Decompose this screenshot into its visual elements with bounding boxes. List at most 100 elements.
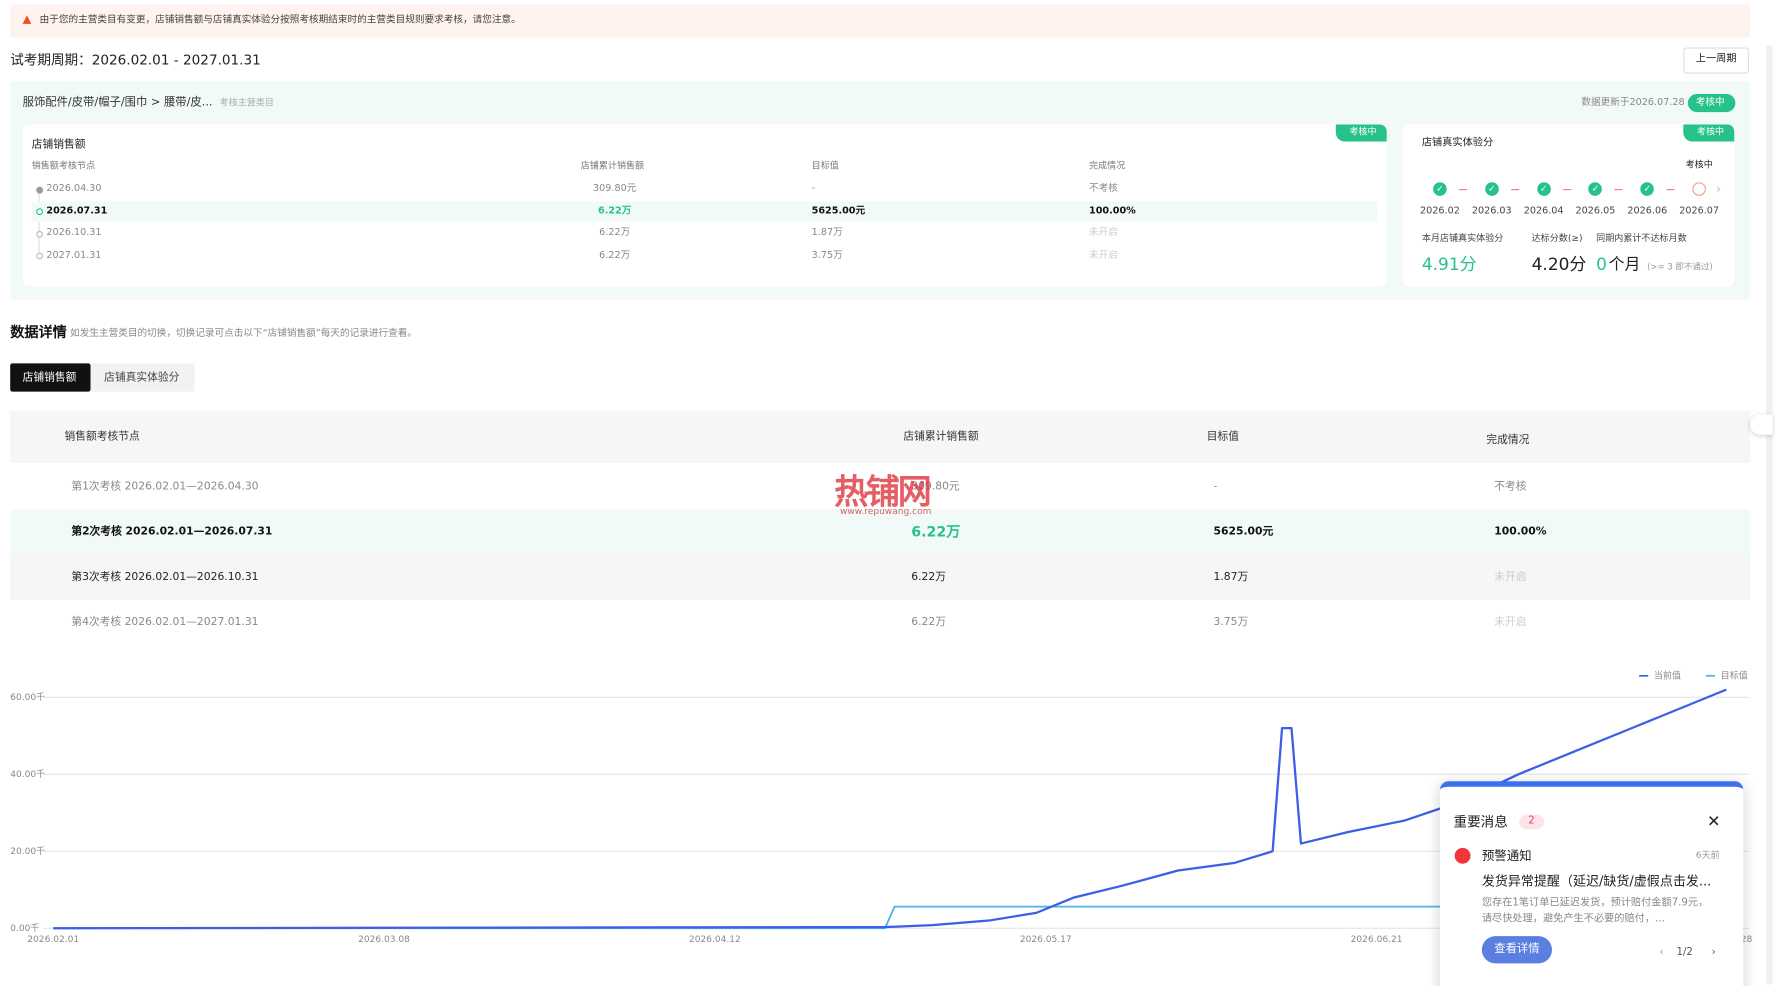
series-line bbox=[53, 688, 1727, 930]
table-cell: 100.00% bbox=[1494, 525, 1547, 538]
sales-cell: 309.80元 bbox=[593, 183, 637, 195]
table-cell: 6.22万 bbox=[911, 570, 946, 584]
prev-period-button[interactable] bbox=[1683, 47, 1749, 74]
table-header-bg bbox=[10, 410, 1751, 463]
metric-value: 0 bbox=[1596, 254, 1607, 275]
month-status-done: ✓ bbox=[1588, 182, 1603, 196]
table-row bbox=[10, 554, 1751, 600]
prev-period-text: 上一周期 bbox=[1695, 53, 1737, 66]
month-label: 2026.07 bbox=[1679, 205, 1720, 218]
month-label: 2026.06 bbox=[1627, 205, 1668, 218]
sales-header: 完成情况 bbox=[1089, 160, 1126, 171]
legend-label: 当前值 bbox=[1654, 669, 1681, 681]
month-label: 2026.05 bbox=[1575, 205, 1616, 218]
table-header: 完成情况 bbox=[1486, 433, 1530, 447]
sales-status-badge bbox=[1335, 124, 1387, 142]
month-status-done: ✓ bbox=[1484, 182, 1499, 196]
y-tick-label: 0.00千 bbox=[10, 923, 39, 934]
month-status-done: ✓ bbox=[1433, 182, 1447, 196]
sales-header: 销售额考核节点 bbox=[31, 160, 96, 171]
x-tick-label: 2026.02.01 bbox=[27, 935, 79, 945]
popup-headline: 发货异常提醒（延迟/缺货/虚假点击发... bbox=[1481, 873, 1712, 889]
status-badge bbox=[1687, 93, 1736, 113]
sales-header: 目标值 bbox=[811, 160, 839, 171]
x-tick-label: 2026.05.17 bbox=[1020, 935, 1072, 945]
scrollbar bbox=[1765, 45, 1773, 985]
pager-prev[interactable]: ‹ bbox=[1659, 946, 1664, 959]
sales-cell: 6.22万 bbox=[599, 227, 631, 239]
float-assistant[interactable] bbox=[1750, 414, 1773, 435]
sales-cell: 6.22万 bbox=[599, 249, 631, 261]
exp-status-text: 考核中 bbox=[1696, 126, 1725, 137]
sales-cell: 3.75万 bbox=[811, 249, 843, 261]
status-text: 考核中 bbox=[1695, 97, 1725, 109]
details-title: 数据详情 bbox=[10, 323, 67, 341]
tab[interactable] bbox=[90, 363, 195, 392]
exp-status-badge bbox=[1683, 124, 1735, 142]
pager-next[interactable]: › bbox=[1711, 946, 1716, 959]
x-tick-label: 2026.03.08 bbox=[358, 935, 410, 945]
timeline-dot bbox=[35, 230, 43, 238]
message-popup: 重要消息 2 ✕ 预警通知 6天前 发货异常提醒（延迟/缺货/虚假点击发... … bbox=[1439, 781, 1744, 986]
x-tick-label: 2026.04.12 bbox=[689, 935, 741, 945]
update-time: 数据更新于2026.07.28 bbox=[1581, 97, 1685, 109]
table-header: 店铺累计销售额 bbox=[903, 430, 979, 443]
sales-cell: 未开启 bbox=[1089, 249, 1118, 261]
sales-cell: 2026.04.30 bbox=[46, 183, 102, 195]
month-status-current bbox=[1692, 182, 1706, 196]
notice-banner bbox=[10, 4, 1751, 38]
month-label: 2026.03 bbox=[1471, 205, 1512, 218]
month-connector bbox=[1562, 188, 1571, 190]
table-cell: 未开启 bbox=[1494, 616, 1527, 629]
legend-label: 目标值 bbox=[1721, 669, 1748, 681]
month-status-done: ✓ bbox=[1640, 182, 1655, 196]
metric-value: 4.91分 bbox=[1421, 254, 1477, 275]
watermark-name: 热铺网 bbox=[834, 473, 931, 513]
table-cell: 不考核 bbox=[1494, 480, 1527, 493]
table-row bbox=[10, 509, 1751, 555]
close-button[interactable]: ✕ bbox=[1707, 812, 1721, 831]
table-cell: 未开启 bbox=[1494, 570, 1527, 584]
metric-label: 同期内累计不达标月数 bbox=[1596, 233, 1687, 244]
y-tick-label: 40.00千 bbox=[10, 769, 45, 780]
sales-cell: 2026.10.31 bbox=[46, 227, 102, 239]
sales-card-title: 店铺销售额 bbox=[31, 138, 86, 151]
table-cell: 3.75万 bbox=[1213, 616, 1249, 629]
y-tick-label: 20.00千 bbox=[10, 846, 45, 857]
table-header: 销售额考核节点 bbox=[64, 430, 140, 443]
tab-label: 店铺销售额 bbox=[22, 371, 77, 384]
sales-header: 店铺累计销售额 bbox=[580, 160, 645, 171]
sales-cell: 5625.00元 bbox=[811, 205, 866, 217]
month-connector bbox=[1459, 188, 1468, 190]
category-path: 服饰配件/皮带/帽子/围巾 > 腰带/皮... bbox=[22, 96, 213, 109]
timeline-dot bbox=[35, 252, 43, 260]
popup-title: 重要消息 bbox=[1453, 813, 1508, 830]
period-label: 试考期周期：2026.02.01 - 2027.01.31 bbox=[10, 52, 261, 68]
table-header: 目标值 bbox=[1206, 430, 1240, 443]
tab[interactable] bbox=[10, 363, 91, 392]
view-details-button[interactable]: 查看详情 bbox=[1481, 936, 1552, 964]
table-cell: 1.87万 bbox=[1213, 570, 1249, 584]
pager: 1/2 bbox=[1676, 946, 1693, 959]
popup-time: 6天前 bbox=[1695, 850, 1720, 861]
timeline-dot bbox=[35, 208, 43, 216]
popup-kind: 预警通知 bbox=[1481, 848, 1532, 864]
sales-cell: 100.00% bbox=[1089, 205, 1136, 217]
exp-card-title: 店铺真实体验分 bbox=[1421, 137, 1494, 149]
current-label: 考核中 bbox=[1685, 159, 1713, 170]
month-status-done: ✓ bbox=[1536, 182, 1551, 196]
sales-cell: 不考核 bbox=[1089, 183, 1118, 195]
metric-note: (>= 3 即不通过) bbox=[1647, 261, 1713, 272]
table-cell: 6.22万 bbox=[911, 616, 946, 629]
experience-card bbox=[1402, 124, 1735, 287]
table-cell: 第4次考核 2026.02.01—2027.01.31 bbox=[71, 616, 259, 629]
table-cell: 第1次考核 2026.02.01—2026.04.30 bbox=[71, 480, 259, 493]
sales-cell: 2026.07.31 bbox=[46, 205, 108, 217]
sales-cell: 未开启 bbox=[1089, 227, 1118, 239]
alert-icon bbox=[1454, 847, 1471, 864]
month-connector bbox=[1666, 188, 1675, 190]
watermark-url: www.repuwang.com bbox=[839, 506, 932, 517]
